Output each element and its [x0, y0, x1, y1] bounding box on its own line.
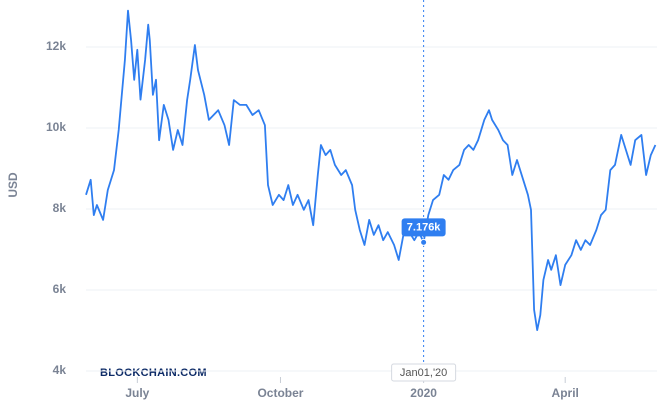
- x-tick-label: April: [552, 386, 579, 400]
- x-tick-label: July: [125, 386, 149, 400]
- y-tick-label: 10k: [46, 120, 66, 134]
- tooltip-point: [420, 238, 428, 246]
- y-axis-title: USD: [6, 172, 20, 198]
- date-box: [391, 363, 457, 382]
- price-line: [85, 9, 657, 331]
- x-tick-label: 2020: [410, 386, 437, 400]
- tooltip-value: 7.176k: [407, 221, 442, 233]
- tooltip-box: [401, 218, 446, 237]
- y-tick-label: 12k: [46, 39, 66, 53]
- watermark: BLOCKCHAIN.COM: [100, 367, 207, 379]
- x-tick-label: October: [257, 386, 303, 400]
- y-tick-label: 8k: [53, 201, 67, 215]
- y-tick-label: 4k: [53, 363, 67, 377]
- date-label: Jan01,'20: [400, 367, 447, 379]
- y-tick-label: 6k: [53, 282, 67, 296]
